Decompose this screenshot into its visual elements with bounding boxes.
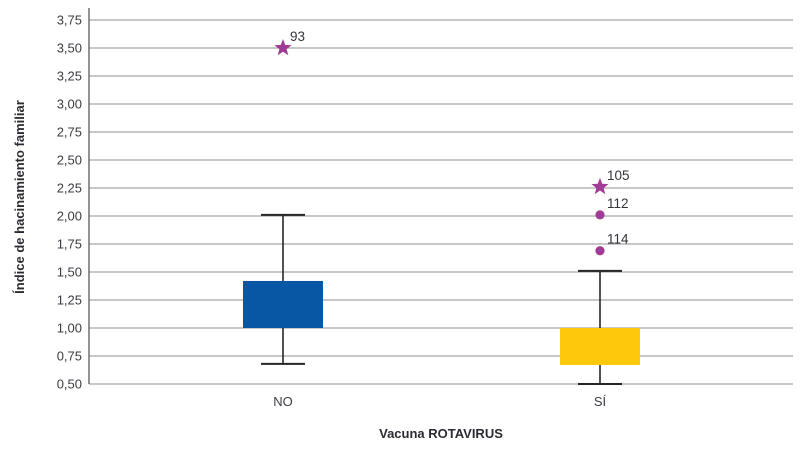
outlier-label-114: 114 bbox=[607, 232, 629, 247]
y-tick-label: 1,75 bbox=[57, 237, 82, 252]
outlier-dot-114 bbox=[595, 246, 605, 256]
outlier-star-105 bbox=[591, 177, 609, 195]
y-tick-label: 3,00 bbox=[57, 97, 82, 112]
y-tick-label: 3,50 bbox=[57, 41, 82, 56]
outlier-star-93 bbox=[274, 39, 292, 56]
y-tick-label: 2,25 bbox=[57, 181, 82, 196]
y-axis-title: Índice de hacinamiento familiar bbox=[12, 100, 27, 294]
y-tick-label: 0,75 bbox=[57, 349, 82, 364]
x-axis-title: Vacuna ROTAVIRUS bbox=[379, 426, 503, 441]
y-tick-label: 2,75 bbox=[57, 125, 82, 140]
y-tick-label: 1,00 bbox=[57, 321, 82, 336]
box-si bbox=[560, 328, 640, 365]
box-no bbox=[243, 280, 323, 328]
x-category-label-si: SÍ bbox=[594, 394, 607, 409]
y-tick-label: 3,25 bbox=[57, 69, 82, 84]
outlier-label-112: 112 bbox=[607, 196, 629, 211]
outlier-label-105: 105 bbox=[607, 168, 630, 183]
y-tick-label: 1,25 bbox=[57, 293, 82, 308]
y-tick-label: 0,50 bbox=[57, 377, 82, 392]
y-tick-label: 3,75 bbox=[57, 13, 82, 28]
y-tick-label: 1,50 bbox=[57, 265, 82, 280]
outlier-dot-112 bbox=[595, 210, 605, 220]
x-category-label-no: NO bbox=[273, 394, 293, 409]
y-tick-label: 2,00 bbox=[57, 209, 82, 224]
outlier-label-93: 93 bbox=[290, 29, 305, 44]
y-tick-label: 2,50 bbox=[57, 153, 82, 168]
